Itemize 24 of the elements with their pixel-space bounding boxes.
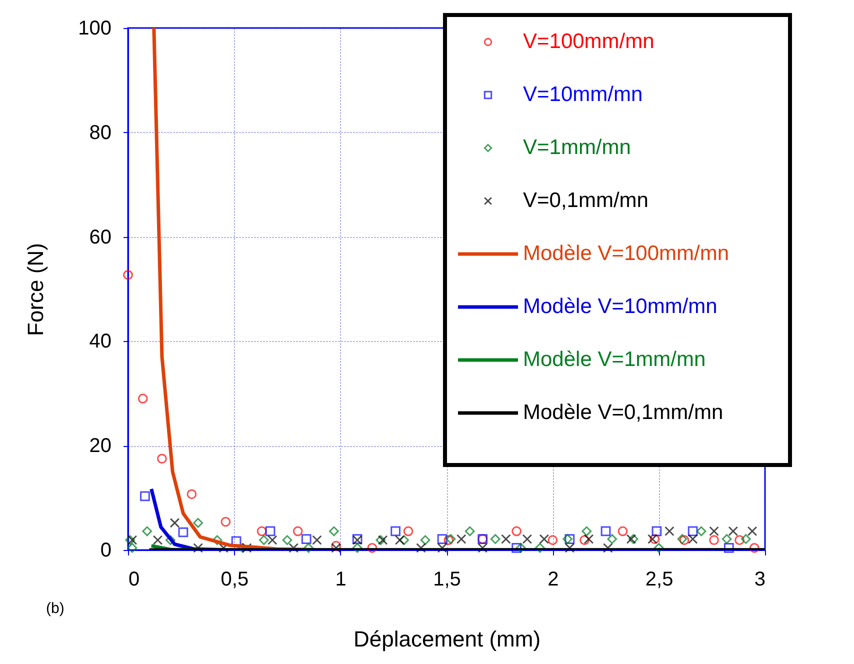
legend-label: V=100mm/mn bbox=[523, 30, 654, 53]
legend-label: Modèle V=0,1mm/mn bbox=[523, 401, 724, 424]
x-tick-label: 2,5 bbox=[645, 568, 674, 590]
y-axis-title: Force (N) bbox=[23, 243, 48, 336]
y-tick-label: 40 bbox=[89, 330, 112, 353]
text: (b) bbox=[46, 600, 64, 617]
x-tick-label: 1 bbox=[335, 568, 346, 590]
x-tick-label: 0,5 bbox=[220, 568, 249, 590]
y-tick-label: 0 bbox=[100, 540, 112, 562]
x-tick-label: 3 bbox=[754, 568, 766, 590]
legend-label: Modèle V=1mm/mn bbox=[523, 348, 706, 371]
y-tick-label: 20 bbox=[89, 435, 112, 458]
legend-label: V=10mm/mn bbox=[523, 83, 643, 106]
x-axis-title: Déplacement (mm) bbox=[353, 626, 541, 652]
y-tick-label: 80 bbox=[89, 122, 112, 144]
x-tick-label: 1,5 bbox=[433, 568, 461, 590]
x-tick-label: 2 bbox=[548, 568, 559, 590]
x-tick-label: 0 bbox=[128, 568, 140, 590]
legend-label: V=1mm/mn bbox=[523, 136, 631, 159]
legend-label: V=0,1mm/mn bbox=[523, 189, 648, 212]
y-tick-label: 60 bbox=[89, 226, 112, 248]
legend-label: Modèle V=10mm/mn bbox=[523, 295, 718, 318]
y-tick-label: 100 bbox=[78, 18, 112, 40]
legend-label: Modèle V=100mm/mn bbox=[523, 242, 730, 265]
